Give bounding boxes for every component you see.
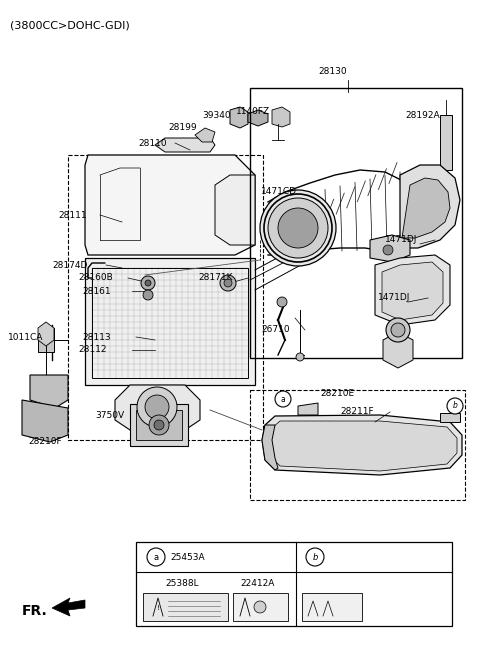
Bar — [233, 593, 288, 621]
Text: a: a — [281, 395, 286, 404]
Text: 26710: 26710 — [261, 326, 289, 335]
Text: (3800CC>DOHC-GDI): (3800CC>DOHC-GDI) — [10, 20, 130, 30]
Bar — [136, 542, 452, 626]
Bar — [130, 404, 188, 446]
Text: b: b — [453, 402, 457, 411]
Text: 28210E: 28210E — [320, 389, 354, 398]
Polygon shape — [230, 107, 248, 128]
Circle shape — [275, 391, 291, 407]
Polygon shape — [115, 385, 200, 430]
Bar — [136, 410, 182, 440]
Text: !: ! — [156, 605, 159, 611]
Text: 28111: 28111 — [58, 210, 86, 219]
Circle shape — [145, 395, 169, 419]
Bar — [440, 115, 452, 170]
Text: 1471DJ: 1471DJ — [378, 294, 410, 303]
Text: 22412A: 22412A — [240, 579, 275, 587]
Text: 28192A: 28192A — [405, 111, 440, 120]
Text: 28199: 28199 — [168, 124, 197, 133]
Text: b: b — [312, 553, 318, 562]
Text: 39340: 39340 — [202, 111, 230, 120]
Text: 28161: 28161 — [82, 286, 110, 296]
Polygon shape — [22, 400, 68, 442]
Polygon shape — [248, 110, 268, 126]
Circle shape — [260, 190, 336, 266]
Polygon shape — [155, 138, 215, 152]
Circle shape — [220, 275, 236, 291]
Circle shape — [296, 353, 304, 361]
Text: 28171K: 28171K — [198, 273, 232, 283]
Circle shape — [391, 323, 405, 337]
Polygon shape — [215, 175, 255, 245]
Bar — [302, 593, 362, 621]
Circle shape — [254, 601, 266, 613]
Circle shape — [278, 208, 318, 248]
Polygon shape — [30, 375, 68, 408]
Circle shape — [149, 415, 169, 435]
Text: 1140FZ: 1140FZ — [236, 107, 270, 117]
Text: 25453A: 25453A — [170, 553, 204, 562]
Polygon shape — [262, 425, 278, 470]
Circle shape — [143, 290, 153, 300]
Circle shape — [137, 387, 177, 427]
Bar — [38, 328, 54, 352]
Polygon shape — [440, 413, 460, 422]
Bar — [250, 88, 462, 358]
Circle shape — [277, 297, 287, 307]
Circle shape — [154, 420, 164, 430]
Polygon shape — [270, 421, 457, 471]
Polygon shape — [272, 107, 290, 127]
Bar — [68, 155, 263, 440]
Circle shape — [147, 548, 165, 566]
Polygon shape — [85, 155, 255, 255]
Circle shape — [145, 280, 151, 286]
Circle shape — [224, 279, 232, 287]
Text: 25388L: 25388L — [165, 579, 199, 587]
Text: 28160B: 28160B — [78, 273, 113, 283]
Polygon shape — [370, 235, 410, 262]
Text: FR.: FR. — [22, 604, 48, 618]
Polygon shape — [38, 322, 54, 346]
Polygon shape — [262, 415, 462, 475]
Text: 1471CD: 1471CD — [261, 187, 297, 197]
Polygon shape — [375, 255, 450, 325]
Text: 28130: 28130 — [318, 68, 347, 77]
Circle shape — [141, 276, 155, 290]
Polygon shape — [400, 165, 460, 248]
Text: 28211F: 28211F — [340, 408, 373, 417]
Polygon shape — [383, 332, 413, 368]
Polygon shape — [298, 403, 318, 415]
Circle shape — [386, 318, 410, 342]
Text: 1011CA: 1011CA — [8, 333, 43, 342]
Polygon shape — [195, 128, 215, 142]
Text: 1471DJ: 1471DJ — [385, 236, 418, 245]
Text: 28113: 28113 — [82, 333, 110, 342]
Circle shape — [268, 198, 328, 258]
Bar — [250, 390, 465, 500]
Polygon shape — [382, 262, 443, 320]
Circle shape — [447, 398, 463, 414]
Text: 3750V: 3750V — [95, 411, 124, 419]
Bar — [143, 593, 228, 621]
Text: a: a — [154, 553, 158, 562]
Polygon shape — [52, 598, 85, 616]
Bar — [92, 268, 248, 378]
Text: 28110: 28110 — [138, 139, 167, 148]
Text: 28174D: 28174D — [52, 260, 87, 270]
Circle shape — [383, 245, 393, 255]
Polygon shape — [85, 258, 255, 385]
Polygon shape — [402, 178, 450, 238]
Text: 28210F: 28210F — [28, 437, 61, 447]
Text: 28112: 28112 — [78, 346, 107, 355]
Circle shape — [306, 548, 324, 566]
